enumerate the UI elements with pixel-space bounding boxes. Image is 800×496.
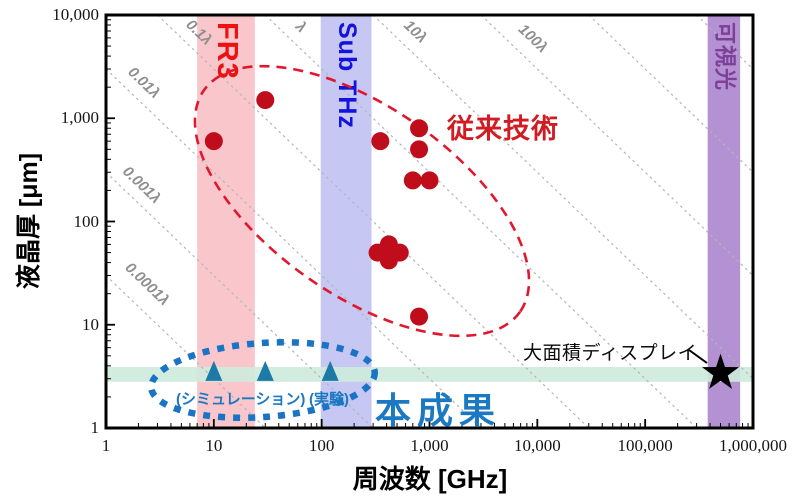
- x-tick-label-1: 1: [101, 436, 111, 455]
- x-tick-label-100: 100: [308, 436, 335, 455]
- lambda-guide-label: 10λ: [400, 17, 430, 47]
- y-tick-label-100: 100: [73, 211, 100, 231]
- lambda-guide-label: 0.001λ: [119, 163, 164, 207]
- conventional-point: [420, 171, 439, 190]
- x-tick-label-1,000: 1,000: [410, 436, 449, 455]
- lambda-guide-label: 0.01λ: [124, 64, 163, 102]
- result-triangle: [321, 360, 339, 381]
- band-label-sub-thz: Sub THz: [333, 22, 361, 129]
- lambda-guide-label: 0.0001λ: [122, 259, 173, 309]
- lambda-guide-line-10: [372, 14, 754, 380]
- conventional-point: [410, 140, 429, 159]
- lambda-guide-line-0.001: [105, 171, 374, 429]
- annotation-conventional-tech: 従来技術: [447, 114, 559, 144]
- x-tick-label-10,000: 10,000: [513, 436, 561, 455]
- result-triangle: [205, 360, 223, 381]
- band-target-thickness: [106, 366, 753, 382]
- annotation-simulation-label: (シミュレーション): [176, 391, 306, 408]
- lambda-guide-line-100: [480, 14, 754, 276]
- display-pointer-line: [688, 349, 708, 364]
- lambda-guide-line-10000: [696, 14, 754, 70]
- conventional-point: [371, 132, 390, 151]
- band-visible-light: [707, 15, 741, 428]
- band-sub-thz: [320, 15, 372, 428]
- band-label-visible-light: 可視光: [712, 22, 737, 91]
- annotation-experiment-label: (実験): [309, 391, 349, 408]
- lambda-guide-line-0.0001: [105, 275, 266, 429]
- lambda-guide-label: λ: [291, 17, 310, 36]
- annotation-main-result: 本成果: [375, 390, 502, 431]
- x-axis-title: 周波数 [GHz]: [352, 464, 508, 494]
- conventional-point: [410, 119, 429, 138]
- conventional-point: [379, 251, 398, 270]
- lambda-guide-label: 100λ: [515, 21, 551, 56]
- conventional-point: [403, 171, 422, 190]
- y-tick-label-10: 10: [82, 314, 99, 334]
- y-tick-label-10,000: 10,000: [52, 5, 99, 24]
- x-tick-label-1,000,000: 1,000,000: [719, 436, 787, 455]
- lambda-guide-line-0.01: [105, 68, 482, 429]
- conventional-point: [204, 132, 223, 151]
- large-display-star: [702, 353, 740, 389]
- band-label-fr3: FR3: [211, 22, 243, 80]
- x-tick-label-100,000: 100,000: [617, 436, 673, 455]
- conventional-point: [410, 307, 429, 326]
- band-fr3: [197, 15, 255, 428]
- x-tick-label-10: 10: [205, 436, 223, 455]
- lambda-guide-line-1000: [588, 14, 754, 173]
- annotation-large-area-display: 大面積ディスプレイ: [523, 343, 698, 364]
- conventional-point: [256, 91, 275, 110]
- result-region-ellipse: [147, 339, 379, 421]
- y-tick-label-1: 1: [90, 418, 100, 437]
- y-tick-label-1,000: 1,000: [60, 108, 99, 128]
- result-triangle: [256, 360, 274, 381]
